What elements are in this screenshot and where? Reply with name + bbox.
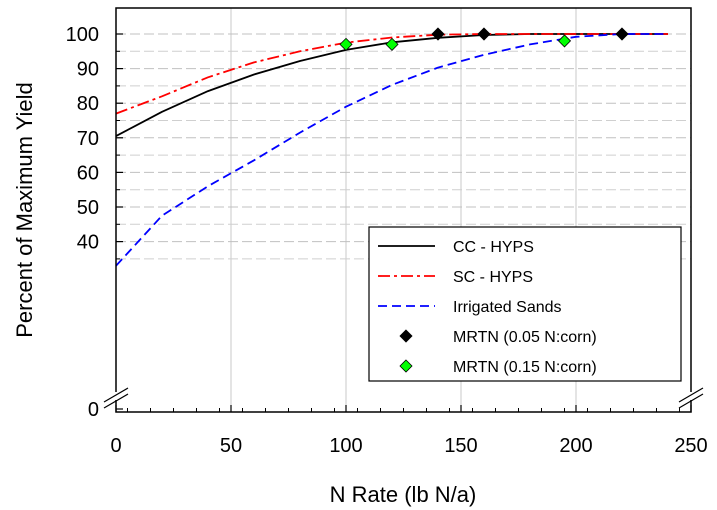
y-tick-label: 60 bbox=[77, 162, 99, 184]
axis-break-mark bbox=[678, 393, 704, 409]
y-axis-title: Percent of Maximum Yield bbox=[12, 82, 37, 338]
x-tick-label: 100 bbox=[329, 435, 362, 457]
data-point bbox=[615, 27, 629, 41]
y-tick-label: 80 bbox=[77, 93, 99, 115]
legend-label: SC - HYPS bbox=[453, 269, 533, 286]
legend-label: CC - HYPS bbox=[453, 239, 534, 256]
marker-layer bbox=[339, 27, 629, 51]
axis-break-mark bbox=[103, 387, 129, 403]
data-point bbox=[431, 27, 445, 41]
axis-break-mask bbox=[679, 392, 703, 400]
axes: 0 50 100 150 200 250 0 40 50 60 70 80 90 100 bbox=[66, 24, 708, 457]
y-tick-label: 100 bbox=[66, 24, 99, 46]
y-tick-label: 40 bbox=[77, 232, 99, 254]
data-point bbox=[339, 37, 353, 51]
data-point bbox=[385, 37, 399, 51]
x-tick-label: 250 bbox=[674, 435, 707, 457]
x-tick-label: 0 bbox=[110, 435, 121, 457]
x-tick-label: 50 bbox=[220, 435, 242, 457]
x-axis-title: N Rate (lb N/a) bbox=[330, 482, 477, 507]
legend-marker bbox=[399, 359, 413, 373]
data-point bbox=[477, 27, 491, 41]
x-tick-label: 150 bbox=[444, 435, 477, 457]
x-tick-label: 200 bbox=[559, 435, 592, 457]
data-point bbox=[557, 34, 572, 48]
legend-label: Irrigated Sands bbox=[453, 299, 562, 316]
series-line bbox=[115, 33, 668, 267]
axis-break-mark bbox=[678, 387, 704, 403]
y-tick-label: 70 bbox=[77, 128, 99, 150]
y-tick-label: 50 bbox=[77, 197, 99, 219]
legend-marker bbox=[399, 329, 413, 343]
y-tick-label: 0 bbox=[88, 399, 99, 421]
series-line bbox=[115, 33, 668, 115]
y-tick-label: 90 bbox=[77, 59, 99, 81]
legend-label: MRTN (0.15 N:corn) bbox=[453, 359, 597, 376]
legend-label: MRTN (0.05 N:corn) bbox=[453, 329, 597, 346]
legend: CC - HYPS SC - HYPS Irrigated Sands MRTN (0… bbox=[368, 226, 682, 382]
axis-break-mark bbox=[103, 393, 129, 409]
axis-break-mask bbox=[104, 392, 128, 400]
legend-box bbox=[368, 226, 682, 382]
